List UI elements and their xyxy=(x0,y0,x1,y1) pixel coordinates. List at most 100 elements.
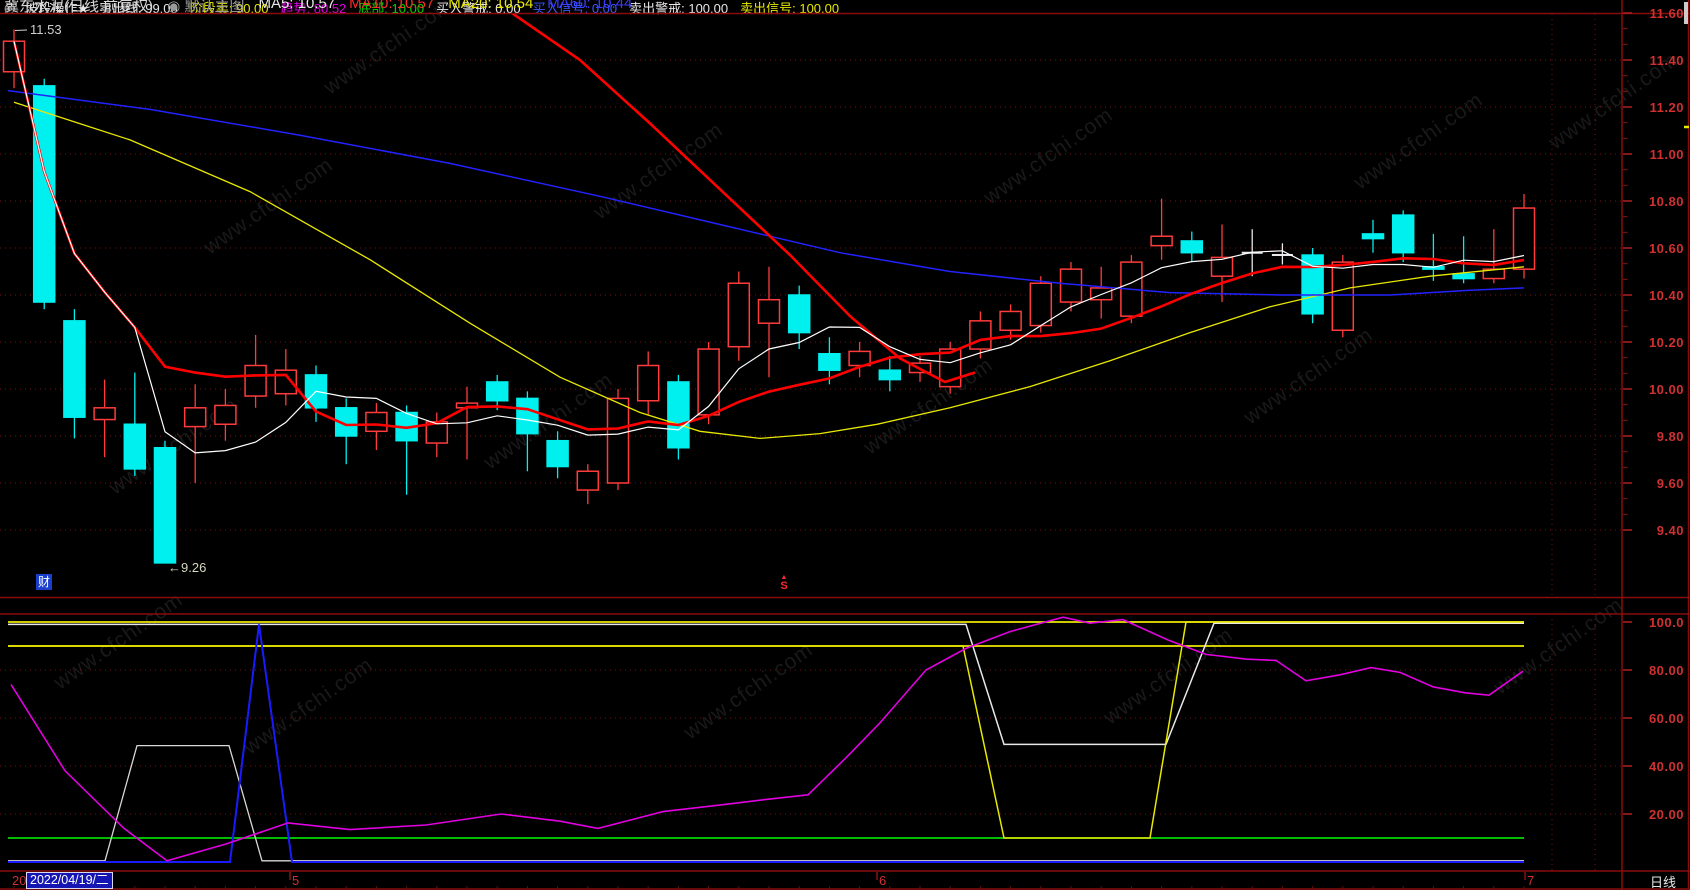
candle xyxy=(1059,262,1083,312)
candle-body xyxy=(1301,254,1324,315)
price-axis-label: 10.60 xyxy=(1648,241,1684,256)
low-price-annotation: ←9.26 xyxy=(168,560,207,575)
candle xyxy=(153,440,177,564)
candle xyxy=(1422,233,1445,281)
buy-warning-line xyxy=(8,744,1524,862)
sell-signal-marker: ▲ S xyxy=(776,574,792,592)
chart-style-menu[interactable]: ◉ 默认主图 xyxy=(167,0,244,13)
month-label: 7 xyxy=(1527,873,1535,888)
price-axis-label: 10.20 xyxy=(1648,335,1684,350)
financial-report-marker[interactable]: 财 xyxy=(36,574,53,590)
candle xyxy=(395,405,418,495)
candle xyxy=(727,271,751,361)
candle xyxy=(1301,248,1324,324)
price-axis-label: 10.80 xyxy=(1648,194,1684,209)
candle-body xyxy=(1089,287,1113,301)
main-chart-area[interactable] xyxy=(0,8,1621,597)
candle-body xyxy=(1029,282,1053,327)
ma-value-label: MA5: 10.57 xyxy=(258,0,336,12)
candle-body xyxy=(1452,273,1475,280)
candle xyxy=(1210,224,1234,303)
chart-style-icon: ◉ xyxy=(167,0,181,13)
candle-body xyxy=(787,294,811,334)
candle-body xyxy=(93,407,116,421)
price-axis-label: 11.20 xyxy=(1649,100,1684,115)
indicator-field: 买入警戒: 0.00 xyxy=(436,1,521,15)
candle-body xyxy=(1512,207,1536,270)
indicator-name[interactable]: 波段操作★ xyxy=(25,1,89,15)
candle-body xyxy=(999,310,1022,332)
candle xyxy=(546,431,569,479)
candle-body xyxy=(153,447,177,564)
period-selector[interactable]: 日线 xyxy=(1649,875,1676,890)
scrollbar-thumb[interactable] xyxy=(1684,2,1688,24)
sell-marker-arrow-icon: ▲ xyxy=(780,574,788,581)
indicator-field: 卖出警戒: 100.00 xyxy=(629,1,729,15)
ma10-line xyxy=(12,40,1525,431)
candle xyxy=(244,334,267,408)
sell-signal-line xyxy=(8,621,1524,839)
candle-body xyxy=(546,439,569,468)
candle-body xyxy=(1210,256,1234,277)
candle-body xyxy=(606,397,630,484)
price-axis-label: 9.80 xyxy=(1656,429,1684,444)
collapse-icon[interactable]: ◎ xyxy=(4,0,16,15)
indicator-panel-area[interactable] xyxy=(0,616,1621,863)
candle xyxy=(93,379,116,458)
candle-body xyxy=(183,407,207,428)
candle xyxy=(938,342,962,394)
candle xyxy=(32,78,56,310)
red-trend-segment xyxy=(510,14,976,384)
candle-body xyxy=(516,397,539,435)
indicator-header: ◎ 波段操作★ 卖出线: 99.00 阶段卖: 90.00 趋势: 80.52 底部:… xyxy=(0,0,1624,15)
crosshair-date-box: 2022/04/19/二 xyxy=(26,872,113,889)
price-axis-label: 11.60 xyxy=(1649,6,1684,21)
candle xyxy=(667,374,690,460)
stock-title: 冀东水泥(日线:前复权) xyxy=(4,0,154,13)
price-axis-label: 11.00 xyxy=(1649,147,1684,162)
candle xyxy=(1361,219,1385,253)
candle xyxy=(1180,231,1204,263)
candle-body xyxy=(365,411,388,433)
candle xyxy=(787,285,811,350)
candle-body xyxy=(848,350,871,367)
sell-marker-letter: S xyxy=(780,580,788,592)
price-axis-label: 9.60 xyxy=(1656,476,1684,491)
candle xyxy=(878,356,902,392)
candle-body xyxy=(1482,268,1506,280)
candle-body xyxy=(32,85,56,303)
price-axis-label: 11.40 xyxy=(1649,53,1684,68)
ma5-line xyxy=(13,41,1525,454)
candle xyxy=(1029,276,1053,333)
watermark-text: www.cfchi.com xyxy=(199,153,337,260)
candle xyxy=(636,351,660,415)
price-axis-label: 10.40 xyxy=(1648,288,1684,303)
ma60-line xyxy=(7,89,1525,296)
candle xyxy=(274,349,298,406)
candle xyxy=(1512,193,1536,279)
candle xyxy=(1482,229,1506,284)
candle xyxy=(365,403,388,451)
candle-body xyxy=(1180,240,1204,254)
watermark-text: www.cfchi.com xyxy=(1349,88,1487,195)
candle xyxy=(1150,198,1173,260)
candle-body xyxy=(938,348,962,388)
candle xyxy=(576,464,600,505)
candle xyxy=(757,266,781,378)
trend-line-magenta xyxy=(10,616,1524,862)
month-label: 6 xyxy=(879,873,887,888)
watermark-text: www.cfchi.com xyxy=(679,638,817,745)
watermark-text: www.cfchi.com xyxy=(239,653,377,760)
candle xyxy=(63,309,86,439)
watermark-text: www.cfchi.com xyxy=(319,0,457,100)
date-axis-year: 20 xyxy=(12,873,27,888)
candle xyxy=(848,342,871,378)
ma20-line xyxy=(13,101,1525,440)
candle-body xyxy=(123,423,147,470)
high-price-annotation: 11.53 xyxy=(30,22,62,37)
title-bar: 冀东水泥(日线:前复权) ◉ 默认主图 MA5: 10.57 MA10: 10.5… xyxy=(0,0,1690,13)
candle-body xyxy=(969,320,992,350)
candle xyxy=(214,389,237,441)
